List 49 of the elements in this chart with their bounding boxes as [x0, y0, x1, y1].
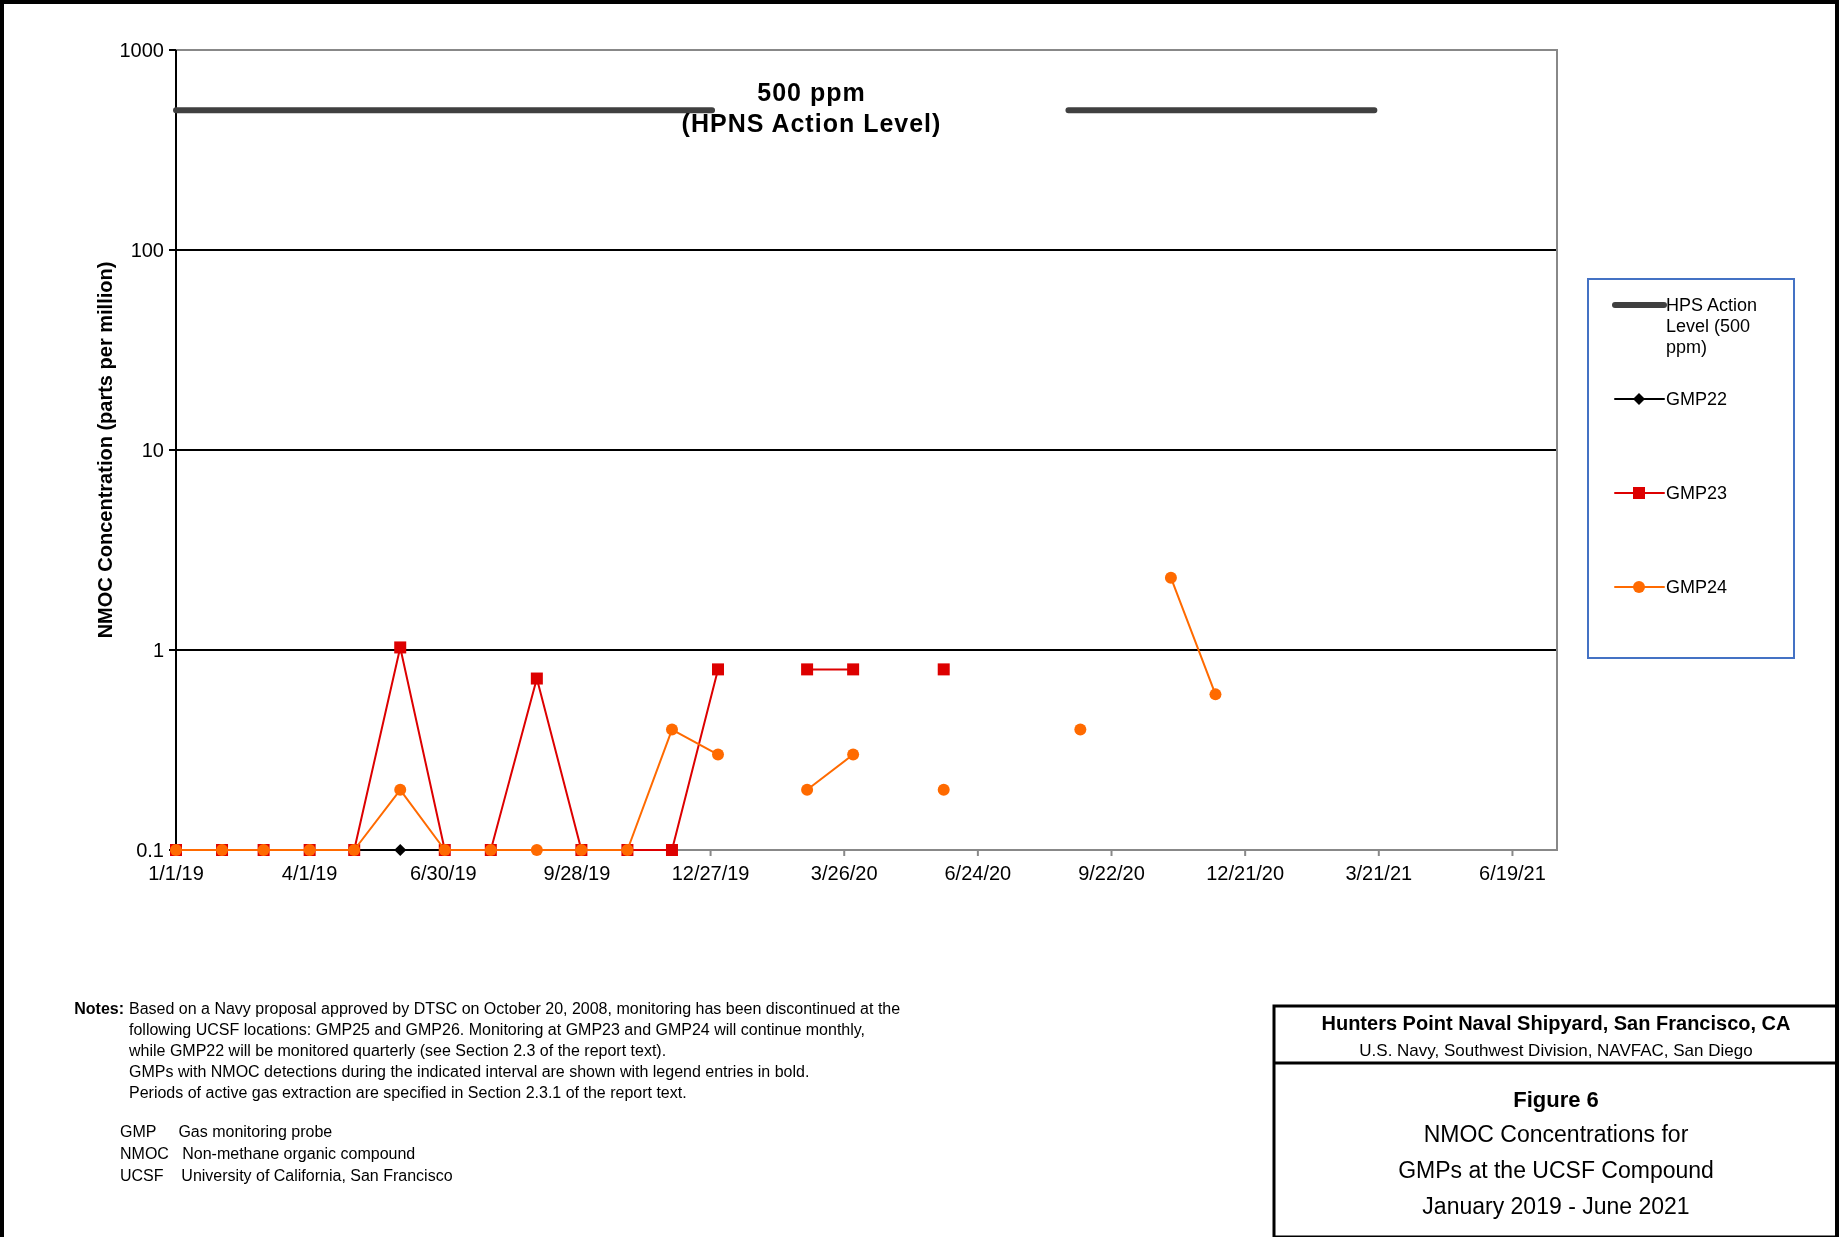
point	[937, 783, 950, 796]
annotation: 500 ppm (HPNS Action Level)	[681, 78, 942, 137]
text: NMOC Non-methane organic compound	[120, 1145, 416, 1162]
y-tick-label: 0.1	[136, 839, 164, 861]
point	[394, 844, 407, 856]
x-tick-label: 9/28/19	[543, 862, 611, 884]
x-tick-label: 4/1/19	[281, 862, 338, 884]
point	[712, 663, 725, 676]
text: Notes:	[74, 1000, 124, 1017]
point	[712, 748, 725, 761]
x-tick-label: 1/1/19	[148, 862, 204, 884]
point	[937, 663, 950, 676]
point	[665, 844, 678, 856]
point	[1209, 688, 1222, 701]
y-tick-label: 1000	[119, 39, 164, 61]
y-tick-label: 1	[152, 639, 164, 661]
x-tick-label: 12/21/20	[1206, 862, 1285, 884]
point	[1164, 571, 1177, 584]
legend-label: HPS Action Level (500 ppm)	[1666, 295, 1758, 358]
point	[847, 748, 860, 761]
x-tick-label: 6/24/20	[944, 862, 1012, 884]
legend-label: GMP24	[1666, 577, 1728, 598]
text: Figure 6	[1513, 1087, 1599, 1112]
y-tick-label: 100	[130, 239, 164, 261]
point	[530, 844, 543, 856]
x-tick-label: 3/26/20	[810, 862, 878, 884]
text: Hunters Point Naval Shipyard, San Francisco, CA	[1321, 1012, 1791, 1034]
x-tick-label: 6/30/19	[409, 862, 477, 884]
point	[530, 672, 543, 685]
text: U.S. Navy, Southwest Division, NAVFAC, San Diego	[1359, 1041, 1753, 1060]
point	[847, 663, 860, 676]
x-tick-label: 3/21/21	[1345, 862, 1413, 884]
x-tick-label: 9/22/20	[1078, 862, 1145, 884]
x-tick-label: 12/27/19	[671, 862, 750, 884]
point	[1074, 723, 1087, 736]
x-tick-label: 6/19/21	[1479, 862, 1546, 884]
text: NMOC Concentrations for GMPs at the UCSF Compound January 2019 - June 2021	[1398, 1121, 1714, 1219]
point	[801, 783, 814, 796]
point	[801, 663, 814, 676]
point	[394, 783, 407, 796]
text: Based on a Navy proposal approved by DTSC on October 20, 2008, monitoring has been discontinued at the following UCSF locations: GMP25 and GMP26. Monitoring at GMP23 and GMP24 will continue monthly, while GMP22 will be monitored quarterly (see Section 2.3 of the report text). GMPs with NMOC detections during the indicated interval are shown with legend entries in bold. Periods of active gas extraction are specified in Section 2.3.1 of the report text.	[128, 1000, 901, 1101]
legend-label: GMP23	[1666, 483, 1728, 504]
point	[665, 723, 678, 736]
legend-label: GMP22	[1666, 389, 1728, 410]
y-tick-label: 10	[141, 439, 164, 461]
point	[394, 641, 407, 654]
y-axis-title: NMOC Concentration (parts per million)	[94, 261, 116, 639]
text: GMP Gas monitoring probe	[120, 1123, 333, 1140]
text: UCSF University of California, San Francisco	[120, 1167, 453, 1184]
